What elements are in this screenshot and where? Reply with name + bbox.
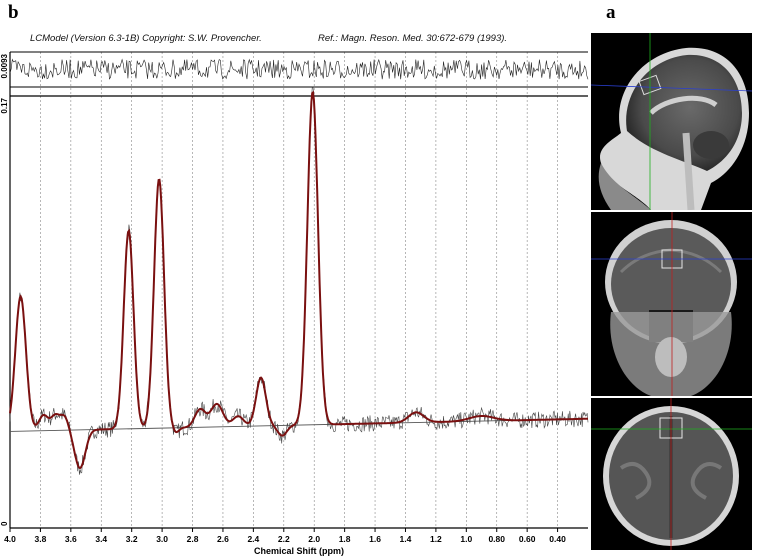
x-tick-label: 1.0 [460, 534, 472, 544]
x-tick-label: 2.2 [278, 534, 290, 544]
header-reference: Ref.: Magn. Reson. Med. 30:672-679 (1993… [318, 33, 508, 44]
x-tick-label: 1.6 [369, 534, 381, 544]
mri-sagittal-view [591, 33, 752, 210]
spectrum-chart: 4.0 3.8 3.6 3.4 3.2 3.0 2.8 2.6 2.4 2.2 2.0 1.8 1.6 1… [0, 51, 589, 556]
mri-coronal-view [591, 212, 752, 396]
crosshair-horizontal [591, 84, 752, 92]
voxel-box [638, 74, 662, 96]
panel-label-a: a [606, 2, 616, 23]
fit-series [9, 90, 588, 470]
plot-frames [9, 51, 588, 529]
x-tick-label: 0.80 [488, 534, 505, 544]
x-tick-label: 1.8 [339, 534, 351, 544]
brainstem [655, 337, 687, 377]
face-tissue [598, 163, 651, 210]
axial-image [591, 398, 752, 550]
x-tick-label: 2.8 [187, 534, 199, 544]
residual-ymax-label: 0.0093 [0, 53, 9, 78]
x-tick-label: 2.0 [308, 534, 320, 544]
header-copyright: LCModel (Version 6.3-1B) Copyright: S.W.… [30, 33, 262, 44]
x-tick-label: 3.8 [35, 534, 47, 544]
x-tick-label: 4.0 [4, 534, 16, 544]
panel-label-b: b [8, 2, 19, 23]
x-tick-label: 2.4 [247, 534, 259, 544]
cerebellum [693, 131, 729, 159]
x-tick-label: 0.60 [519, 534, 536, 544]
sagittal-image [591, 33, 752, 210]
main-ymin-label: 0 [0, 521, 9, 526]
x-tick-label: 0.40 [549, 534, 566, 544]
x-tick-label: 3.2 [126, 534, 138, 544]
corpus-callosum [649, 95, 718, 115]
x-ticks: 4.0 3.8 3.6 3.4 3.2 3.0 2.8 2.6 2.4 2.2 2.0 1.8 1.6 1… [4, 528, 566, 544]
main-ymax-label: 0.17 [0, 97, 9, 113]
x-tick-label: 3.0 [156, 534, 168, 544]
brainstem [682, 132, 695, 210]
x-tick-label: 1.4 [400, 534, 412, 544]
x-tick-label: 1.2 [430, 534, 442, 544]
x-tick-label: 3.4 [95, 534, 107, 544]
mri-axial-view [591, 398, 752, 550]
gyri [619, 462, 723, 500]
x-tick-label: 3.6 [65, 534, 77, 544]
residual-series [9, 58, 589, 80]
x-axis-title: Chemical Shift (ppm) [254, 546, 344, 556]
gridlines [9, 52, 558, 528]
coronal-image [591, 212, 752, 396]
x-tick-label: 2.6 [217, 534, 229, 544]
